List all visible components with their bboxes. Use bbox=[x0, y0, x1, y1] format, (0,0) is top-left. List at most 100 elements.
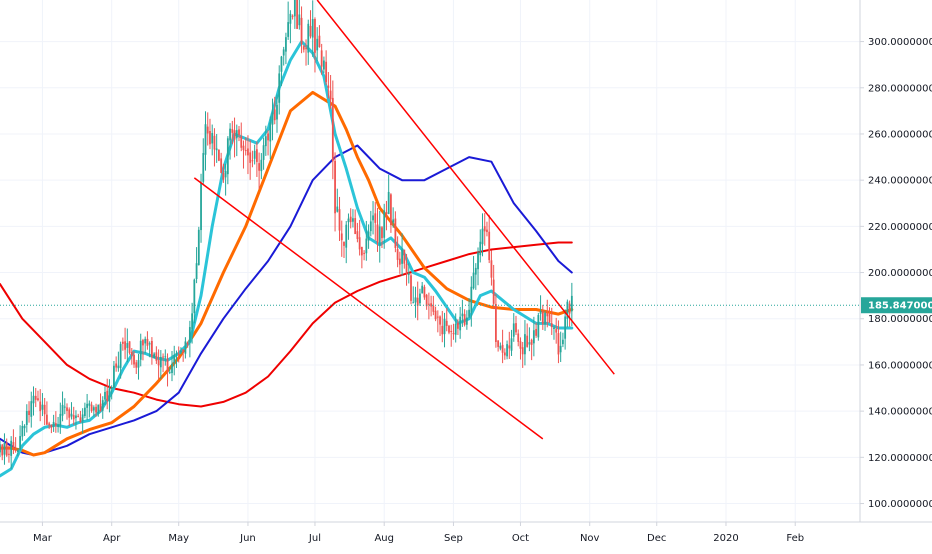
candle bbox=[180, 347, 182, 355]
candle-body bbox=[300, 17, 303, 44]
candle bbox=[474, 263, 477, 290]
candle-body bbox=[88, 403, 91, 406]
candle bbox=[32, 386, 35, 416]
candle bbox=[88, 400, 91, 418]
candle bbox=[468, 298, 470, 318]
candle-body bbox=[95, 406, 97, 413]
candle-body bbox=[193, 279, 196, 314]
candle bbox=[153, 352, 156, 359]
candle bbox=[188, 320, 191, 358]
candle bbox=[479, 229, 482, 263]
candle-body bbox=[119, 344, 122, 368]
candle-body bbox=[314, 18, 316, 53]
candle-body bbox=[329, 90, 332, 100]
candle bbox=[414, 286, 417, 318]
candle bbox=[432, 295, 435, 316]
candle bbox=[452, 323, 455, 340]
candle bbox=[247, 135, 249, 175]
candle-body bbox=[253, 150, 256, 159]
candle bbox=[264, 125, 267, 156]
candle bbox=[229, 123, 231, 160]
candle-body bbox=[524, 334, 526, 355]
candle-body bbox=[280, 56, 283, 72]
candle-body bbox=[16, 450, 19, 452]
candle bbox=[512, 313, 515, 342]
candle-body bbox=[99, 403, 102, 411]
x-tick-label: Dec bbox=[647, 533, 666, 544]
candle bbox=[316, 27, 319, 62]
candle bbox=[325, 50, 328, 85]
candle-body bbox=[0, 444, 1, 453]
candle-body bbox=[202, 153, 205, 182]
candle-body bbox=[130, 352, 133, 356]
candle-body bbox=[322, 60, 325, 70]
candle-body bbox=[242, 145, 245, 151]
candle bbox=[79, 410, 82, 423]
candle-body bbox=[454, 323, 457, 335]
candle-body bbox=[72, 415, 75, 420]
candle-body bbox=[566, 301, 569, 319]
candle bbox=[61, 391, 64, 422]
candle-body bbox=[139, 340, 142, 360]
candle bbox=[159, 350, 162, 379]
candle-body bbox=[490, 260, 493, 278]
candle-body bbox=[46, 414, 48, 425]
candle-body bbox=[289, 13, 292, 24]
candle bbox=[403, 249, 406, 269]
candle bbox=[108, 379, 111, 413]
candle-body bbox=[559, 345, 562, 353]
candle-body bbox=[166, 358, 169, 372]
candle-body bbox=[293, 0, 296, 17]
candle-body bbox=[66, 407, 68, 411]
candle bbox=[517, 329, 520, 347]
candle bbox=[97, 404, 100, 417]
moving-averages bbox=[0, 40, 574, 478]
candle bbox=[222, 163, 225, 183]
candle-body bbox=[188, 327, 191, 342]
candle-body bbox=[401, 249, 403, 264]
candle bbox=[419, 288, 421, 306]
candle bbox=[54, 411, 57, 433]
candle-body bbox=[37, 398, 39, 401]
candle-body bbox=[226, 138, 229, 175]
candle-body bbox=[472, 272, 475, 289]
candle bbox=[200, 173, 202, 243]
candle-body bbox=[233, 130, 236, 140]
candle bbox=[57, 416, 59, 433]
candle bbox=[483, 213, 486, 246]
candle bbox=[106, 378, 109, 410]
candle bbox=[30, 391, 33, 428]
candle bbox=[162, 353, 164, 373]
candle bbox=[242, 140, 245, 169]
candle-body bbox=[521, 347, 524, 355]
candle-body bbox=[327, 85, 330, 88]
candle-body bbox=[430, 303, 433, 307]
candle bbox=[521, 342, 524, 368]
candle-body bbox=[264, 136, 267, 147]
candle bbox=[150, 337, 153, 365]
candle-body bbox=[325, 61, 328, 83]
candle-body bbox=[164, 356, 167, 358]
candle-body bbox=[544, 312, 546, 325]
grid bbox=[0, 0, 860, 522]
candle bbox=[68, 407, 71, 427]
candle bbox=[48, 421, 51, 430]
candle-body bbox=[258, 163, 261, 171]
candle-body bbox=[296, 0, 298, 29]
candle-body bbox=[381, 227, 383, 239]
x-tick-label: Nov bbox=[580, 533, 600, 544]
candle bbox=[532, 316, 535, 357]
candle bbox=[530, 338, 533, 361]
candle bbox=[459, 307, 462, 339]
candle-body bbox=[41, 404, 44, 410]
candle-body bbox=[86, 403, 89, 408]
candle-body bbox=[75, 415, 77, 419]
candle-body bbox=[231, 129, 234, 133]
candle-body bbox=[50, 424, 53, 428]
candle bbox=[557, 320, 560, 364]
candle-body bbox=[146, 338, 149, 346]
candle bbox=[320, 43, 323, 75]
candle bbox=[285, 32, 287, 65]
candle bbox=[541, 304, 544, 330]
